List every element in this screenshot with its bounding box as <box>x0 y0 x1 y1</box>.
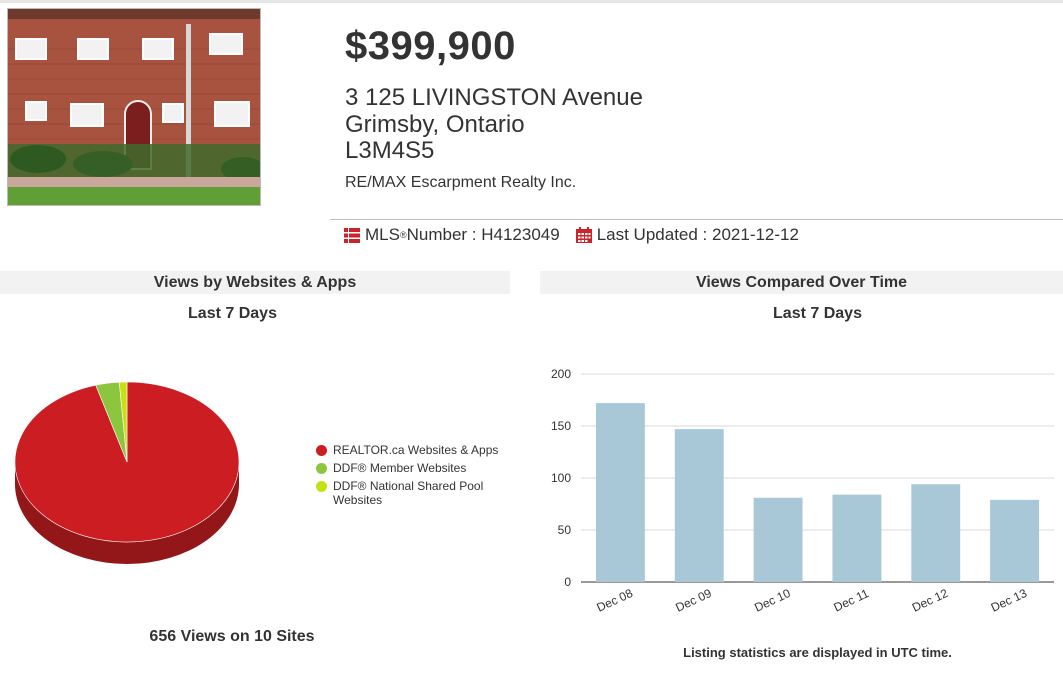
townhouse-photo-image <box>8 9 260 205</box>
x-tick-label: Dec 08 <box>595 586 636 615</box>
x-tick-label: Dec 10 <box>752 586 793 615</box>
y-tick-label: 50 <box>558 523 572 537</box>
utc-footnote: Listing statistics are displayed in UTC … <box>683 645 952 660</box>
legend-label: REALTOR.ca Websites & Apps <box>333 443 499 457</box>
pie-side-wall <box>15 462 239 564</box>
legend-label: DDF® Member Websites <box>333 461 467 475</box>
y-tick-label: 100 <box>551 471 571 485</box>
x-tick-label: Dec 13 <box>989 586 1030 615</box>
x-tick-label: Dec 11 <box>831 586 871 615</box>
calendar-icon <box>575 227 597 243</box>
y-tick-label: 150 <box>551 419 571 433</box>
legend-dot <box>316 463 327 474</box>
listing-info-line: MLS ® Number : H4123049 Last Updated : 20… <box>344 225 799 245</box>
brokerage-name: RE/MAX Escarpment Realty Inc. <box>345 174 577 191</box>
info-divider <box>330 219 1063 220</box>
time-panel-subtitle: Last 7 Days <box>773 305 862 322</box>
time-panel-title: Views Compared Over Time <box>540 271 1063 294</box>
top-divider <box>0 0 1063 3</box>
x-tick-label: Dec 09 <box>673 586 714 615</box>
views-by-site-pie-chart <box>14 381 240 564</box>
websites-panel-title: Views by Websites & Apps <box>0 271 510 294</box>
bar-dec-10 <box>753 497 803 582</box>
x-tick-label: Dec 12 <box>910 586 951 615</box>
legend-item[interactable]: DDF® National Shared Pool Websites <box>316 479 511 507</box>
legend-dot <box>316 481 327 492</box>
views-total: 656 Views on 10 Sites <box>149 628 315 645</box>
address-postal-code: L3M4S5 <box>345 137 435 164</box>
websites-panel-subtitle: Last 7 Days <box>188 305 277 322</box>
address-street: 3 125 LIVINGSTON Avenue <box>345 84 643 111</box>
y-tick-label: 0 <box>564 575 571 589</box>
listing-photo[interactable] <box>7 8 261 206</box>
legend-item[interactable]: REALTOR.ca Websites & Apps <box>316 443 511 457</box>
pie-slice-3 <box>118 381 128 463</box>
y-tick-label: 200 <box>551 367 571 381</box>
mls-registered-mark: ® <box>399 230 407 240</box>
bar-dec-12 <box>911 484 961 582</box>
legend-label: DDF® National Shared Pool Websites <box>333 479 484 507</box>
bar-dec-09 <box>674 429 724 582</box>
last-updated: Last Updated : 2021-12-12 <box>596 225 799 244</box>
bar-dec-13 <box>990 499 1040 582</box>
pie-legend: REALTOR.ca Websites & Apps DDF® Member We… <box>316 443 511 511</box>
bar-dec-08 <box>595 403 645 582</box>
listing-price: $399,900 <box>345 24 516 68</box>
bar-dec-11 <box>832 494 882 582</box>
legend-item[interactable]: DDF® Member Websites <box>316 461 511 475</box>
list-icon <box>344 227 365 243</box>
mls-number: Number : H4123049 <box>406 225 560 244</box>
views-over-time-bar-chart: 0 50 100 150 200 Dec 08 Dec 09 Dec 10 Dec 11 Dec … <box>551 367 1054 615</box>
legend-dot <box>316 445 327 456</box>
address-city: Grimsby, Ontario <box>345 111 525 138</box>
mls-label: MLS <box>365 225 400 244</box>
